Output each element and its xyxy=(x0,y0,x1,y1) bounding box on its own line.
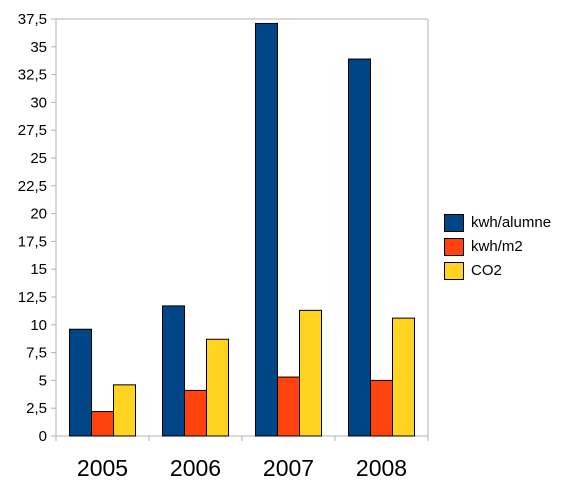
chart-bars xyxy=(69,22,415,437)
chart-legend: kwh/alumne kwh/m2 CO2 xyxy=(444,212,551,284)
y-tick-label: 15 xyxy=(30,261,47,278)
legend-swatch xyxy=(444,237,464,256)
y-tick-label: 7,5 xyxy=(26,345,47,362)
bar xyxy=(370,379,393,437)
bar xyxy=(392,317,415,437)
bar xyxy=(277,376,300,437)
legend-swatch xyxy=(444,261,464,280)
x-tick-label: 2007 xyxy=(263,455,314,481)
y-tick-label: 20 xyxy=(30,206,47,223)
bar xyxy=(348,58,371,437)
x-tick-label: 2006 xyxy=(170,455,221,481)
legend-item-kwh-alumne: kwh/alumne xyxy=(444,212,551,233)
bar xyxy=(162,305,185,437)
y-tick-label: 0 xyxy=(39,428,47,445)
bar xyxy=(113,384,136,437)
y-tick-label: 10 xyxy=(30,317,47,334)
bar xyxy=(299,309,322,437)
bar xyxy=(184,389,207,437)
bar xyxy=(69,328,92,437)
x-tick-label: 2008 xyxy=(356,455,407,481)
bar xyxy=(206,338,229,437)
y-tick-label: 22,5 xyxy=(18,178,47,195)
legend-item-co2: CO2 xyxy=(444,260,551,281)
y-tick-label: 27,5 xyxy=(18,122,47,139)
y-tick-label: 2,5 xyxy=(26,400,47,417)
y-tick-label: 12,5 xyxy=(18,289,47,306)
x-tick-label: 2005 xyxy=(77,455,128,481)
legend-item-kwh-m2: kwh/m2 xyxy=(444,236,551,257)
legend-label: kwh/alumne xyxy=(471,214,552,231)
y-tick-label: 5 xyxy=(39,372,47,389)
legend-swatch xyxy=(444,213,464,232)
y-tick-label: 35 xyxy=(30,39,47,56)
chart-axes xyxy=(51,18,429,441)
y-tick-label: 32,5 xyxy=(18,67,47,84)
y-tick-label: 30 xyxy=(30,94,47,111)
legend-label: CO2 xyxy=(471,262,502,279)
y-axis-tick-labels: 0 2,5 5 7,5 10 12,5 15 17,5 20 22,5 25 27,5 30 32,5 35… xyxy=(18,11,47,445)
y-tick-label: 25 xyxy=(30,150,47,167)
x-axis-tick-labels: 2005 2006 2007 2008 xyxy=(77,455,407,481)
y-tick-label: 37,5 xyxy=(18,11,47,28)
bar xyxy=(255,22,278,437)
bar xyxy=(91,411,114,437)
y-tick-label: 17,5 xyxy=(18,233,47,250)
legend-label: kwh/m2 xyxy=(471,238,523,255)
